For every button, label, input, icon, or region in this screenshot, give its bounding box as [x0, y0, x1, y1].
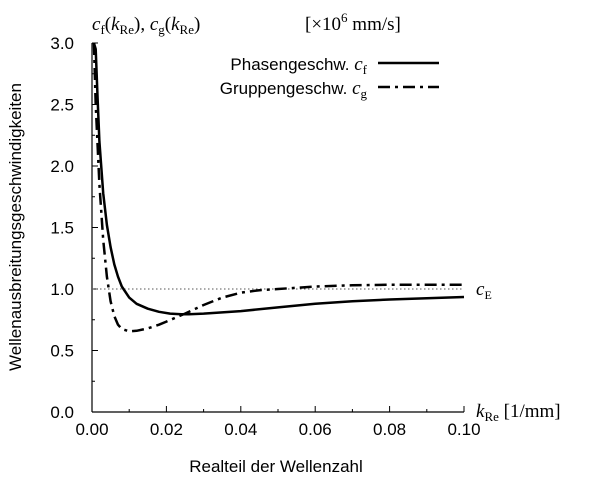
- x-axis-end-label: kRe [1/mm]: [476, 401, 561, 424]
- y-tick-label: 2.5: [50, 96, 74, 115]
- y-tick-label: 3.0: [50, 34, 74, 53]
- x-tick-label: 0.00: [75, 420, 108, 439]
- chart-title: cf(kRe), cg(kRe): [92, 14, 200, 37]
- x-tick-label: 0.06: [299, 420, 332, 439]
- y-tick-label: 1.5: [50, 219, 74, 238]
- legend-entry-phase: Phasengeschw. cf: [230, 54, 367, 77]
- y-tick-label: 2.0: [50, 157, 74, 176]
- x-axis-label: Realteil der Wellenzahl: [189, 457, 363, 476]
- series-line-group: [92, 42, 464, 333]
- y-tick-label: 0.5: [50, 342, 74, 361]
- ticks: 0.00 0.02 0.04 0.06 0.08 0.10 0.0 0.5 1.0 1.5 2.0 2…: [50, 34, 480, 439]
- x-tick-label: 0.10: [447, 420, 480, 439]
- series-line-phase: [92, 42, 465, 316]
- series-group: [92, 42, 465, 333]
- axes: [91, 43, 464, 413]
- x-tick-label: 0.08: [373, 420, 406, 439]
- legend: Phasengeschw. cf Gruppengeschw. cg: [220, 54, 439, 101]
- x-tick-label: 0.02: [150, 420, 183, 439]
- x-tick-label: 0.04: [224, 420, 257, 439]
- y-axis-label: Wellenausbreitungsgeschwindigkeiten: [6, 83, 25, 371]
- reference-line-label: cE: [476, 279, 492, 302]
- y-tick-label: 0.0: [50, 403, 74, 422]
- legend-entry-group: Gruppengeschw. cg: [220, 78, 368, 101]
- y-tick-label: 1.0: [50, 280, 74, 299]
- chart-unit: [×106 mm/s]: [305, 10, 401, 35]
